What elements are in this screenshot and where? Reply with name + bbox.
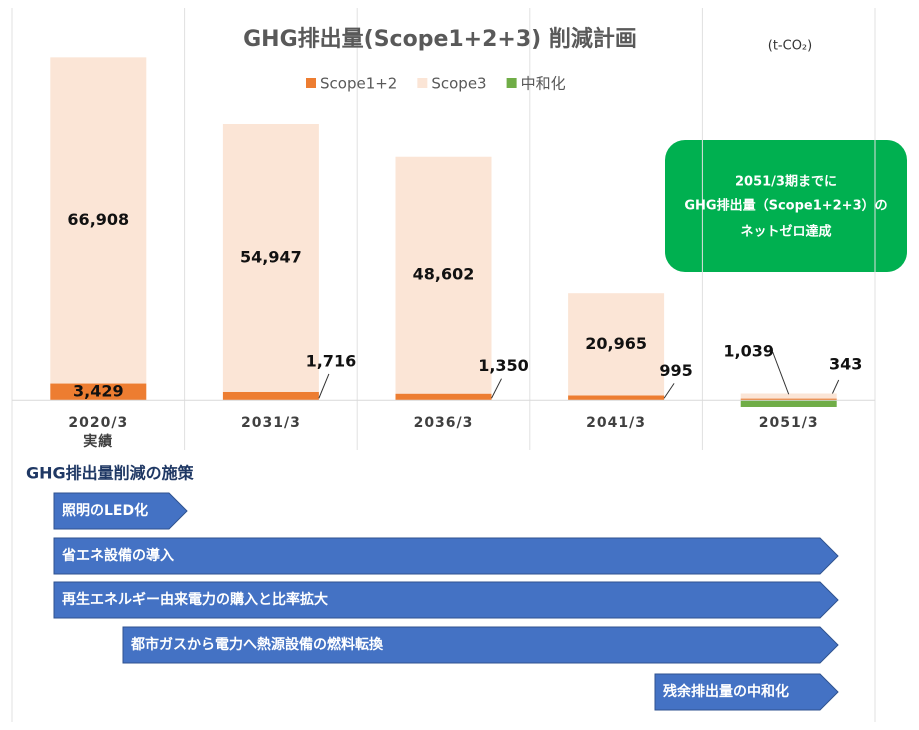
data-label: 995 bbox=[659, 361, 692, 380]
bar-segment bbox=[740, 398, 837, 401]
measure-label: 照明のLED化 bbox=[62, 502, 148, 519]
bar-segment bbox=[222, 391, 319, 401]
bar-segment bbox=[222, 124, 319, 392]
bar-segment bbox=[50, 383, 147, 401]
data-label: 1,350 bbox=[478, 356, 529, 375]
bar-segment bbox=[740, 400, 837, 407]
bar-segment bbox=[50, 57, 147, 384]
leader-line bbox=[663, 383, 675, 399]
bar-segment bbox=[568, 293, 665, 396]
callout-text: GHG排出量（Scope1+2+3）の bbox=[684, 198, 887, 214]
bar-segment bbox=[395, 393, 492, 401]
x-tick-label: 2020/3 実績 bbox=[68, 415, 128, 450]
x-tick-label: 2051/3 bbox=[759, 415, 819, 431]
legend-swatch bbox=[506, 78, 517, 88]
data-label: 20,965 bbox=[585, 334, 647, 353]
legend-swatch bbox=[306, 78, 316, 88]
data-label: 1,039 bbox=[723, 342, 774, 361]
leader-line bbox=[772, 351, 790, 395]
measure-arrow bbox=[53, 537, 839, 575]
data-label: 343 bbox=[829, 355, 862, 374]
measure-label: 再生エネルギー由来電力の購入と比率拡大 bbox=[62, 591, 328, 608]
measure-arrow bbox=[53, 581, 839, 619]
data-label: 66,908 bbox=[67, 210, 129, 229]
legend-label: Scope3 bbox=[431, 75, 486, 93]
callout-box bbox=[665, 140, 907, 272]
x-tick-label: 2036/3 bbox=[414, 415, 474, 431]
legend-label: 中和化 bbox=[521, 75, 566, 93]
chart-title: GHG排出量(Scope1+2+3) 削減計画 bbox=[243, 26, 637, 52]
x-tick-label: 2031/3 bbox=[241, 415, 301, 431]
leader-line bbox=[318, 373, 330, 399]
bar-segment bbox=[740, 393, 837, 399]
measure-arrow bbox=[53, 492, 188, 530]
data-label: 3,429 bbox=[73, 381, 124, 400]
leader-line bbox=[491, 378, 502, 399]
data-label: 48,602 bbox=[413, 265, 475, 284]
measures-title: GHG排出量削減の施策 bbox=[26, 464, 195, 483]
data-label: 54,947 bbox=[240, 247, 302, 266]
bar-segment bbox=[568, 395, 665, 401]
callout-text: ネットゼロ達成 bbox=[740, 224, 831, 240]
callout-text: 2051/3期までに bbox=[735, 175, 837, 190]
measure-label: 残余排出量の中和化 bbox=[663, 683, 789, 700]
measure-label: 都市ガスから電力へ熱源設備の燃料転換 bbox=[130, 636, 384, 653]
data-label: 1,716 bbox=[306, 351, 357, 370]
measure-arrow bbox=[654, 673, 839, 711]
measure-arrow bbox=[122, 626, 839, 664]
legend-label: Scope1+2 bbox=[320, 75, 397, 93]
measure-label: 省エネ設備の導入 bbox=[61, 547, 174, 564]
legend-swatch bbox=[417, 78, 428, 88]
unit-label: (t-CO₂) bbox=[768, 39, 812, 54]
bar-segment bbox=[395, 156, 492, 394]
x-tick-label: 2041/3 bbox=[586, 415, 646, 431]
